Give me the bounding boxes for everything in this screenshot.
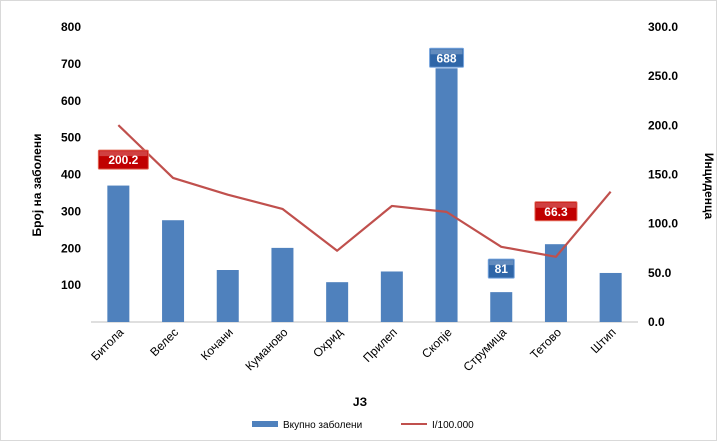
y2-tick-label: 300.0: [648, 20, 678, 34]
category-label: Струмица: [461, 325, 510, 374]
y-tick-label: 100: [61, 278, 81, 292]
line-series: [117, 124, 612, 258]
bar: [271, 247, 294, 322]
category-label: Кочани: [198, 325, 236, 363]
y-tick-label: 700: [61, 57, 81, 71]
data-labels: 200.2 688 81 66.3: [97, 47, 578, 279]
bar: [490, 292, 513, 322]
y2-tick-label: 200.0: [648, 118, 678, 132]
category-label: Велес: [147, 325, 181, 359]
data-label-text: 200.2: [108, 153, 138, 167]
y-tick-label: 300: [61, 204, 81, 218]
legend-bar-swatch: [252, 421, 278, 427]
y2-axis-title: Инциденца: [702, 153, 716, 220]
bar: [599, 272, 622, 322]
data-label-text: 688: [437, 51, 457, 65]
data-label-text: 66.3: [544, 205, 568, 219]
y2-tick-label: 250.0: [648, 69, 678, 83]
y-tick-label: 400: [61, 168, 81, 182]
legend-line-label: I/100.000: [432, 420, 474, 431]
data-label: 200.2: [97, 149, 149, 170]
right-axis-ticks: 0.0 50.0 100.0 150.0 200.0 250.0 300.0: [648, 20, 678, 329]
category-label: Тетово: [527, 325, 564, 362]
data-label-box: [534, 201, 578, 222]
y2-tick-label: 100.0: [648, 217, 678, 231]
data-label: 688: [429, 47, 465, 68]
bar: [162, 220, 185, 322]
data-label-shine: [430, 49, 463, 55]
y2-tick-label: 0.0: [648, 315, 665, 329]
bar: [216, 270, 239, 322]
category-label: Скопје: [419, 325, 455, 361]
data-label-box: [429, 47, 465, 68]
bar-series: [107, 68, 622, 322]
data-label: 81: [487, 258, 515, 279]
y-tick-label: 200: [61, 241, 81, 255]
bar: [435, 68, 458, 322]
legend-bar-label: Вкупно заболени: [283, 419, 362, 431]
category-labels: Битола Велес Кочани Куманово Охрид Прилеп Скоп…: [88, 325, 619, 374]
bar: [107, 185, 130, 322]
y-tick-label: 500: [61, 131, 81, 145]
y2-tick-label: 150.0: [648, 168, 678, 182]
category-label: Битола: [88, 325, 126, 363]
data-label-box: [97, 149, 149, 170]
x-axis-title: ЈЗ: [353, 395, 367, 409]
data-label-shine: [535, 202, 576, 208]
data-label: 66.3: [534, 201, 578, 222]
bar: [380, 271, 403, 322]
legend: Вкупно заболени I/100.000: [252, 419, 474, 431]
y-tick-label: 600: [61, 94, 81, 108]
bar: [326, 282, 349, 322]
data-label-box: [487, 258, 515, 279]
left-axis-ticks: 100 200 300 400 500 600 700 800: [61, 20, 81, 292]
category-label: Охрид: [310, 325, 345, 360]
category-label: Куманово: [242, 325, 290, 373]
data-label-shine: [99, 151, 148, 157]
incidence-line: [117, 124, 612, 258]
category-label: Прилеп: [360, 325, 400, 365]
y-axis-title: Број на заболени: [30, 134, 44, 237]
data-label-text: 81: [495, 262, 509, 276]
y2-tick-label: 50.0: [648, 266, 672, 280]
bar: [544, 244, 567, 322]
y-tick-label: 800: [61, 20, 81, 34]
data-label-shine: [489, 260, 514, 266]
category-label: Штип: [588, 325, 619, 356]
